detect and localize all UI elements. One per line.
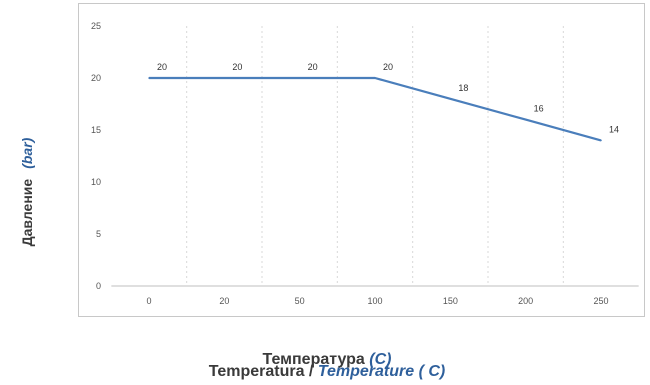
data-point <box>374 77 376 79</box>
series-layer <box>148 76 602 142</box>
data-label: 18 <box>458 83 468 93</box>
y-axis-unit: (bar) <box>19 137 35 169</box>
data-labels: 20 20 20 20 18 16 14 <box>157 62 619 134</box>
y-axis-label: Давление (bar) <box>19 138 35 247</box>
chart-frame: 0 5 10 15 20 25 0 20 50 100 150 200 250 20 20 20 20 18 16… <box>78 3 645 317</box>
x-axis-label-en: Temperatura / Temperature ( C) <box>209 363 446 381</box>
y-tick-label: 10 <box>91 177 101 187</box>
data-point <box>449 98 452 100</box>
x-tick-label: 20 <box>219 296 229 306</box>
gridlines <box>186 26 564 286</box>
data-point <box>223 77 226 79</box>
data-label: 16 <box>534 104 544 114</box>
data-label: 20 <box>308 62 318 72</box>
x-axis-title-ru: Температура <box>262 351 365 368</box>
x-axis-label-ru: Температура (C) <box>263 351 392 369</box>
y-axis-title: Давление <box>19 178 35 247</box>
x-tick-label: 150 <box>443 296 458 306</box>
y-tick-label: 5 <box>96 229 101 239</box>
x-tick-label: 200 <box>518 296 533 306</box>
data-label: 14 <box>609 124 619 134</box>
x-axis-unit-en: Temperature ( C) <box>317 363 446 380</box>
data-point <box>524 118 527 121</box>
y-tick-label: 0 <box>96 281 101 291</box>
data-label: 20 <box>157 62 167 72</box>
data-point <box>298 77 301 79</box>
data-label: 20 <box>383 62 393 72</box>
x-tick-label: 50 <box>295 296 305 306</box>
y-tick-label: 20 <box>91 73 101 83</box>
x-axis-unit-ru: (C) <box>369 351 392 368</box>
y-tick-label: 15 <box>91 125 101 135</box>
y-tick-label: 25 <box>91 21 101 31</box>
data-label: 20 <box>232 62 242 72</box>
x-axis-separator: / <box>304 363 318 380</box>
x-tick-label: 0 <box>146 296 151 306</box>
x-tick-label: 250 <box>593 296 608 306</box>
x-axis-title-en: Temperatura <box>208 363 305 380</box>
data-point <box>600 139 602 142</box>
data-point <box>148 77 150 79</box>
x-tick-label: 100 <box>367 296 382 306</box>
